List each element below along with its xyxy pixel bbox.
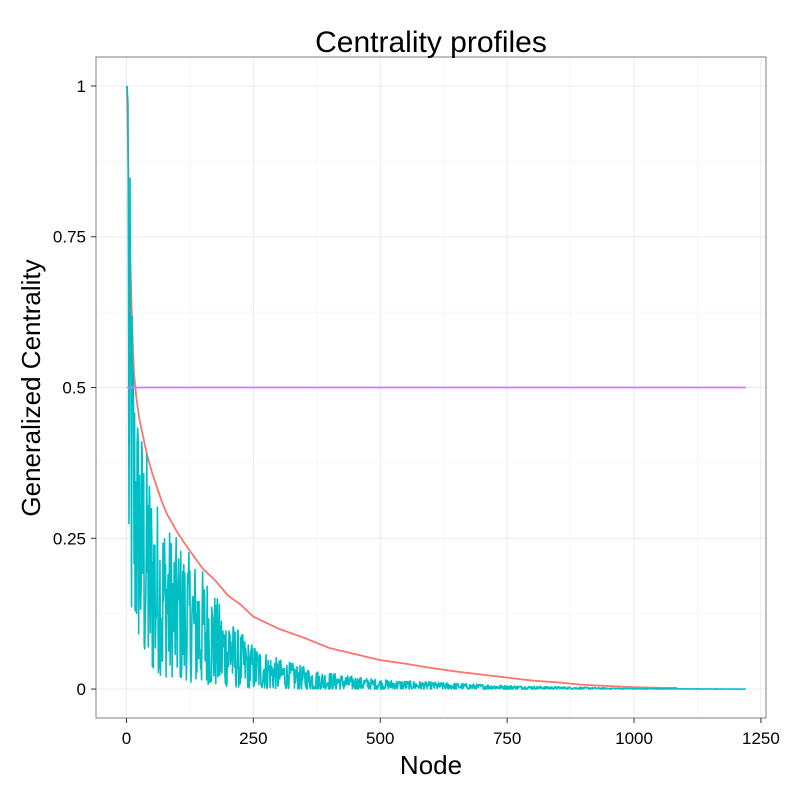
- x-tick-label: 250: [239, 729, 267, 748]
- series-layer: [126, 85, 746, 690]
- y-axis-title: Generalized Centrality: [16, 259, 46, 516]
- y-tick-label: 0.25: [53, 529, 86, 548]
- x-tick-label: 0: [122, 729, 131, 748]
- chart-title: Centrality profiles: [315, 26, 547, 59]
- x-tick-label: 1250: [742, 729, 780, 748]
- y-tick-label: 0.5: [62, 379, 86, 398]
- x-tick-label: 750: [493, 729, 521, 748]
- series-teal-line: [126, 85, 746, 690]
- y-axis: 0 0.25 0.5 0.75 1: [53, 77, 96, 699]
- y-tick-label: 1: [77, 77, 86, 96]
- x-axis-title: Node: [400, 750, 462, 780]
- x-tick-label: 1000: [615, 729, 653, 748]
- x-tick-label: 500: [366, 729, 394, 748]
- x-axis: 0 250 500 750 1000 1250: [122, 718, 780, 748]
- y-tick-label: 0.75: [53, 228, 86, 247]
- series-red-line: [126, 85, 678, 689]
- y-tick-label: 0: [77, 680, 86, 699]
